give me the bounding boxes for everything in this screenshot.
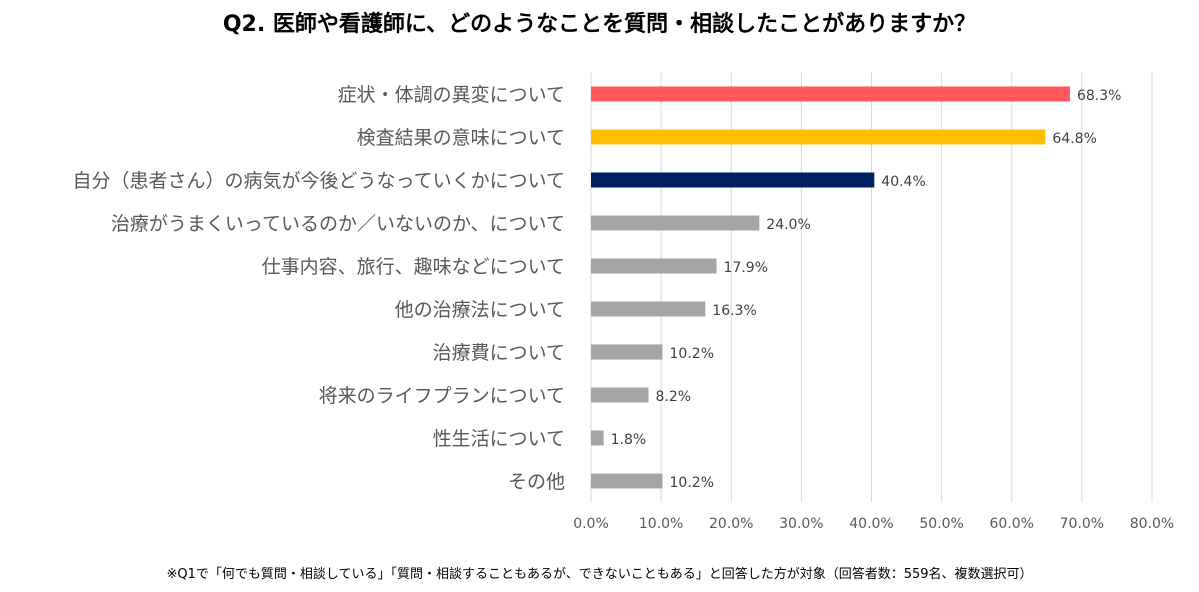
category-label: 将来のライフプランについて xyxy=(319,385,565,407)
data-label: 10.2% xyxy=(670,475,714,491)
data-label: 64.8% xyxy=(1052,131,1096,147)
category-label: 検査結果の意味について xyxy=(357,127,565,149)
x-tick-label: 20.0% xyxy=(709,516,753,532)
bar xyxy=(591,258,717,274)
x-tick-label: 30.0% xyxy=(779,516,823,532)
data-label: 68.3% xyxy=(1077,88,1121,104)
category-label: 仕事内容、旅行、趣味などについて xyxy=(262,256,565,278)
category-label: 治療がうまくいっているのか／いないのか、について xyxy=(111,213,565,235)
data-label: 8.2% xyxy=(656,389,692,405)
x-tick-label: 80.0% xyxy=(1130,516,1174,532)
category-label: 性生活について xyxy=(433,428,565,450)
data-label: 16.3% xyxy=(712,303,756,319)
data-label: 40.4% xyxy=(881,174,925,190)
x-tick-label: 40.0% xyxy=(849,516,893,532)
footnote: ※Q1で「何でも質問・相談している」「質問・相談することもあるが、できないことも… xyxy=(166,567,1033,582)
category-label: 自分（患者さん）の病気が今後どうなっていくかについて xyxy=(73,170,565,192)
data-label: 10.2% xyxy=(670,346,714,362)
bar xyxy=(591,473,663,489)
bar xyxy=(591,215,760,231)
category-label: 他の治療法について xyxy=(395,299,565,321)
x-tick-label: 60.0% xyxy=(990,516,1034,532)
category-label: 治療費について xyxy=(433,342,565,364)
x-tick-label: 0.0% xyxy=(573,516,609,532)
bar xyxy=(591,430,604,446)
category-label: その他 xyxy=(508,471,565,493)
bar xyxy=(591,301,706,317)
bar xyxy=(591,387,649,403)
data-label: 1.8% xyxy=(611,432,647,448)
bar xyxy=(591,86,1070,102)
data-label: 17.9% xyxy=(724,260,768,276)
chart-title: Q2. 医師や看護師に、どのようなことを質問・相談したことがありますか？ xyxy=(222,12,977,37)
x-tick-label: 50.0% xyxy=(919,516,963,532)
x-tick-label: 70.0% xyxy=(1060,516,1104,532)
x-tick-label: 10.0% xyxy=(639,516,683,532)
category-label: 症状・体調の異変について xyxy=(338,84,565,106)
bar xyxy=(591,129,1046,145)
data-label: 24.0% xyxy=(766,217,810,233)
bar xyxy=(591,344,663,360)
bar xyxy=(591,172,875,188)
